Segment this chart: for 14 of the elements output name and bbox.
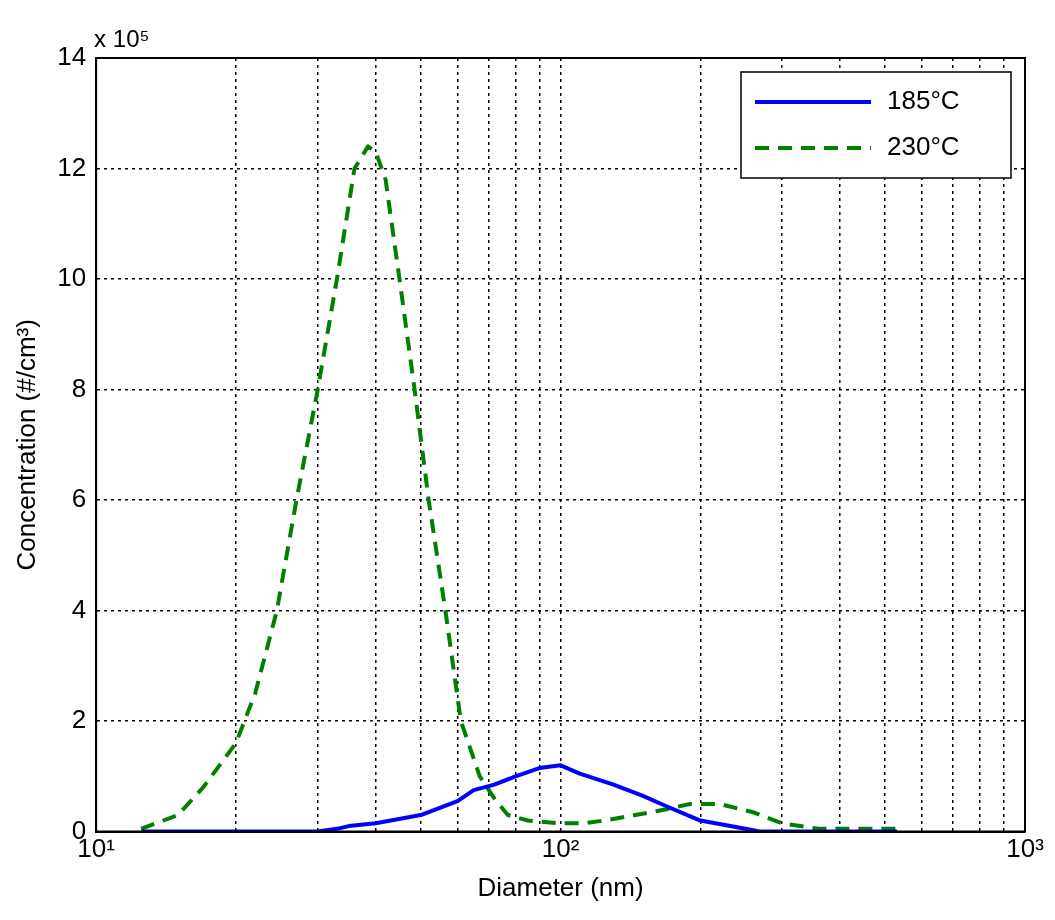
x-tick-label: 10³ bbox=[1006, 833, 1045, 864]
y-tick-label: 4 bbox=[71, 593, 87, 624]
legend-label: 185°C bbox=[887, 85, 960, 116]
y-tick-label: 8 bbox=[71, 372, 87, 403]
y-axis-title: Concentration (#/cm³) bbox=[10, 319, 41, 571]
legend-label: 230°C bbox=[887, 131, 960, 162]
x-tick-label: 10² bbox=[541, 833, 580, 864]
x-axis-title: Diameter (nm) bbox=[477, 871, 644, 902]
y-tick-label: 12 bbox=[57, 151, 87, 182]
text: x 10⁵ bbox=[94, 24, 150, 52]
y-tick-label: 14 bbox=[57, 41, 87, 72]
y-tick-label: 10 bbox=[57, 262, 87, 293]
y-tick-label: 2 bbox=[71, 704, 87, 735]
y-tick-label: 6 bbox=[71, 483, 87, 514]
